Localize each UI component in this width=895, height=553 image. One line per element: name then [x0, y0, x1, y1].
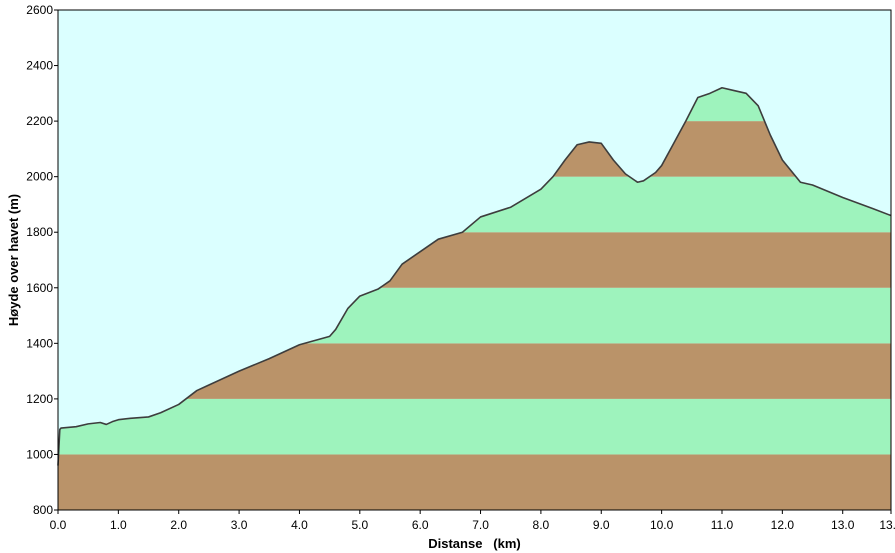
y-tick-label: 1000 — [26, 447, 53, 461]
elevation-band — [58, 398, 891, 455]
y-tick-label: 2200 — [26, 114, 53, 128]
x-tick-label: 9.0 — [593, 518, 610, 532]
x-tick-label: 1.0 — [110, 518, 127, 532]
x-tick-label: 8.0 — [533, 518, 550, 532]
y-tick-label: 2400 — [26, 59, 53, 73]
y-axis-title: Høyde over havet (m) — [6, 194, 21, 326]
elevation-band — [58, 454, 891, 510]
y-tick-label: 1800 — [26, 225, 53, 239]
sky-area — [58, 10, 891, 466]
x-tick-label: 6.0 — [412, 518, 429, 532]
x-tick-label: 13.0 — [831, 518, 855, 532]
elevation-profile-line — [57, 86, 892, 466]
x-axis: 0.0 1.0 2.0 3.0 4.0 5.0 6.0 7.0 8.0 9.0 10.0 11.0 12… — [50, 510, 895, 532]
x-tick-label: 5.0 — [351, 518, 368, 532]
x-tick-label: 10.0 — [650, 518, 674, 532]
x-tick-label: 0.0 — [50, 518, 67, 532]
y-axis: 800 1000 1200 1400 1600 1800 2000 2200 2400 2600 — [26, 3, 58, 517]
x-tick-label: 7.0 — [472, 518, 489, 532]
x-axis-title: Distanse (km) — [428, 536, 520, 551]
plot-frame — [57, 9, 892, 511]
y-tick-label: 800 — [33, 503, 53, 517]
y-tick-label: 1200 — [26, 392, 53, 406]
y-tick-label: 2000 — [26, 170, 53, 184]
x-tick-label: 4.0 — [291, 518, 308, 532]
x-tick-label: 11.0 — [711, 518, 734, 532]
x-tick-label: 3.0 — [231, 518, 248, 532]
y-tick-label: 1600 — [26, 281, 53, 295]
x-tick-label: 2.0 — [170, 518, 187, 532]
y-tick-label: 1400 — [26, 336, 53, 350]
y-tick-label: 2600 — [26, 3, 53, 17]
x-tick-label: 13.8 — [879, 518, 895, 532]
x-tick-label: 12.0 — [771, 518, 795, 532]
